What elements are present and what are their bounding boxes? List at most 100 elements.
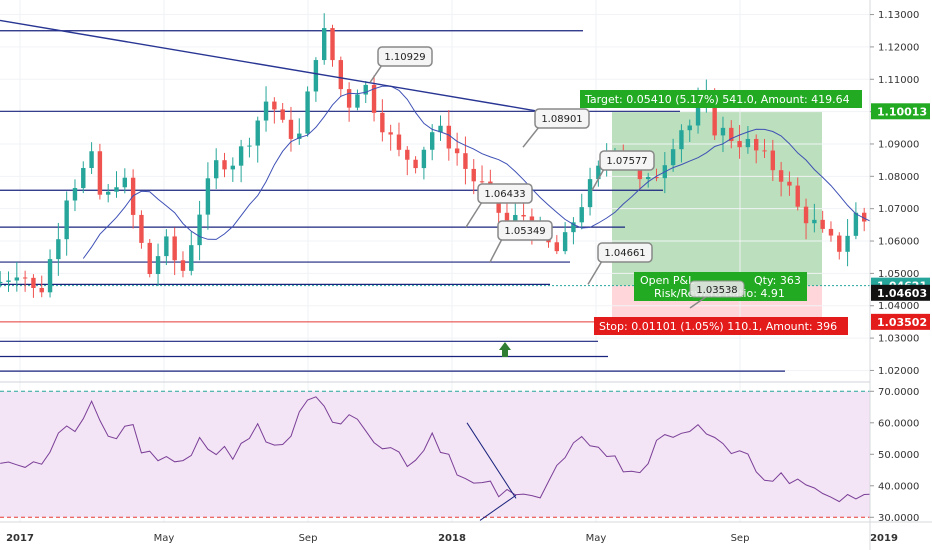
rsi-band — [0, 391, 870, 518]
time-tick-label: 2018 — [438, 533, 466, 544]
rsi-tick-label: 30.0000 — [878, 513, 919, 524]
candle-body — [263, 101, 269, 121]
candle-body — [164, 236, 169, 257]
price-tick-label: 1.12000 — [878, 42, 919, 53]
candle-body — [862, 212, 867, 222]
open-pl-label: Open P&L — [640, 274, 695, 287]
trendline[interactable] — [0, 19, 536, 112]
callout-pointer — [522, 126, 540, 148]
price-tick-label: 1.11000 — [878, 75, 919, 86]
price-callout[interactable]: 1.06433 — [465, 183, 533, 228]
candle-body — [355, 94, 360, 108]
candle-body — [812, 219, 817, 224]
price-callout[interactable]: 1.08901 — [522, 108, 590, 148]
price-tick-label: 1.04000 — [878, 301, 919, 312]
candle-body — [22, 277, 28, 279]
candle-body — [305, 91, 310, 134]
candle-body — [654, 176, 659, 179]
callout-pointer — [587, 260, 603, 285]
target-tag — [580, 90, 862, 108]
rsi-tick-label: 40.0000 — [878, 481, 919, 492]
candle-body — [795, 185, 800, 207]
price-callout[interactable]: 1.05349 — [489, 220, 553, 263]
candle-body — [39, 287, 44, 293]
candle-body — [803, 206, 809, 224]
callout-pointer — [591, 168, 605, 191]
candle-body — [670, 149, 676, 166]
candle-body — [596, 165, 601, 180]
candle-body — [521, 214, 526, 217]
last-price-value: 1.04603 — [877, 287, 927, 300]
candle-body — [180, 260, 186, 271]
candle-body — [147, 242, 152, 275]
callout-value: 1.06433 — [484, 189, 525, 200]
candle-body — [322, 28, 327, 61]
candle-body — [214, 160, 219, 179]
callout-value: 1.07577 — [606, 156, 647, 167]
trendline-line[interactable] — [0, 19, 536, 112]
callout-box — [477, 183, 533, 204]
candle-body — [81, 168, 86, 189]
candle-body — [106, 191, 111, 195]
candle-body — [430, 132, 435, 150]
stop-price-value: 1.03502 — [877, 316, 927, 329]
candle-body — [114, 187, 119, 192]
candle-body — [380, 112, 385, 133]
candle-body — [679, 130, 684, 150]
candle-body — [554, 242, 560, 252]
candle-body — [272, 101, 277, 110]
price-callouts[interactable]: 1.10929 1.08901 1.07577 1.06433 1.05349 1.046… — [369, 46, 655, 285]
price-callout[interactable]: 1.10929 — [369, 46, 433, 83]
candle-body — [64, 200, 69, 240]
price-callout[interactable]: 1.07577 — [591, 150, 655, 191]
candle-body — [172, 236, 177, 261]
candle-body — [297, 133, 302, 139]
candle-body — [89, 151, 94, 169]
price-callout[interactable]: 1.04661 — [587, 242, 653, 285]
price-tick-label: 1.09000 — [878, 139, 919, 150]
candle-body — [14, 277, 20, 281]
candle-body — [189, 245, 194, 271]
divergence-line — [479, 494, 517, 521]
candle-body — [47, 259, 53, 293]
candle-body — [762, 150, 767, 152]
candle-body — [288, 119, 294, 139]
candle-body — [587, 179, 593, 208]
candle-body — [479, 181, 485, 183]
price-tick-label: 1.02000 — [878, 366, 919, 377]
candle-body — [720, 127, 726, 136]
position-labels[interactable]: Target: 0.05410 (5.17%) 541.0, Amount: 4… — [580, 90, 862, 335]
candle-body — [31, 277, 36, 288]
target-price-badge — [871, 103, 930, 120]
price-tick-label: 1.03000 — [878, 334, 919, 345]
candle-body — [255, 120, 260, 146]
candle-body — [687, 125, 692, 131]
partial-callout-value: 1.03538 — [696, 285, 737, 296]
candle-body — [97, 151, 103, 195]
candle-body — [571, 222, 576, 233]
candle-body — [230, 165, 236, 170]
price-tick-label: 1.05000 — [878, 269, 919, 280]
ma-line — [82, 85, 932, 262]
price-tick-label: 1.08000 — [878, 172, 919, 183]
divergence-line — [466, 422, 517, 499]
callout-value: 1.04661 — [604, 248, 645, 259]
qty-label: Qty: 363 — [754, 274, 801, 287]
candle-body — [222, 160, 227, 170]
callout-pointer — [369, 64, 383, 83]
candle-body — [845, 235, 850, 252]
candle-body — [837, 235, 842, 252]
candle-body — [712, 93, 717, 136]
partial-callout-box — [689, 280, 745, 298]
candle-body — [338, 60, 344, 90]
callout-value: 1.08901 — [541, 114, 582, 125]
stop-label: Stop: 0.01101 (1.05%) 110.1, Amount: 396 — [599, 320, 837, 333]
price-tick-label: 1.13000 — [878, 10, 919, 21]
callout-pointer — [489, 238, 503, 263]
candle-body — [463, 153, 468, 169]
callout-pointer — [465, 201, 483, 228]
price-tick-label: 1.07000 — [878, 204, 919, 215]
up-arrow-icon — [499, 342, 511, 357]
rsi-tick-label: 70.0000 — [878, 387, 919, 398]
